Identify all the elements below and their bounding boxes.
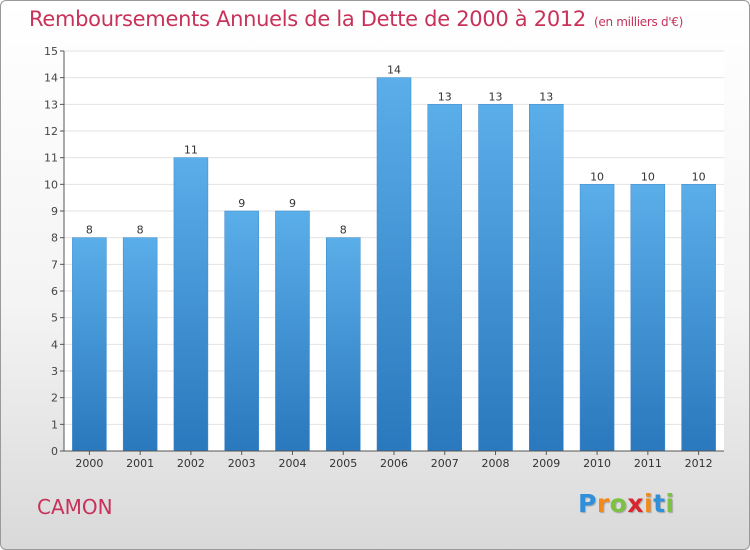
y-tick-label: 14: [44, 72, 58, 85]
y-tick-label: 8: [51, 232, 58, 245]
x-tick-label: 2001: [126, 457, 154, 470]
x-tick-label: 2000: [75, 457, 103, 470]
data-label-2012: 10: [692, 170, 706, 183]
x-tick-label: 2012: [685, 457, 713, 470]
bar-2006: [376, 77, 412, 452]
data-label-2002: 11: [184, 144, 198, 157]
x-tick-label: 2008: [482, 457, 510, 470]
logo-letter: r: [596, 489, 610, 518]
y-tick-label: 3: [51, 365, 58, 378]
proxiti-logo: Proxiti: [578, 489, 675, 518]
y-tick-label: 4: [51, 338, 58, 351]
x-tick-label: 2009: [532, 457, 560, 470]
y-tick-label: 12: [44, 125, 58, 138]
x-tick-labels: 2000 2001 2002 2003 2004 2005 2006 2007 2008 2009…: [75, 457, 712, 470]
data-label-2000: 8: [86, 224, 93, 237]
bar-2011: [630, 184, 666, 452]
bars: [72, 77, 716, 452]
data-label-2006: 14: [387, 64, 401, 77]
y-tick-label: 13: [44, 98, 58, 111]
data-labels: 8 8 11 9 9 8 14 13 13 13 10 10 10: [86, 64, 706, 237]
chart-title: Remboursements Annuels de la Dette de 20…: [29, 7, 683, 31]
chart-title-text: Remboursements Annuels de la Dette de 20…: [29, 7, 586, 31]
x-tick-label: 2011: [634, 457, 662, 470]
logo-letter: o: [609, 489, 628, 518]
bar-2005: [325, 237, 361, 452]
bar-2010: [579, 184, 615, 452]
y-tick-label: 10: [44, 178, 58, 191]
bar-2012: [681, 184, 716, 452]
bar-2001: [122, 237, 158, 452]
y-tick-label: 1: [51, 418, 58, 431]
data-label-2007: 13: [438, 90, 452, 103]
y-tick-label: 2: [51, 392, 58, 405]
x-tick-label: 2003: [228, 457, 256, 470]
logo-letter: i: [665, 489, 675, 518]
y-tick-label: 6: [51, 285, 58, 298]
logo-letter: t: [653, 489, 666, 518]
x-tick-label: 2010: [583, 457, 611, 470]
commune-name: CAMON: [37, 495, 113, 519]
y-tick-label: 9: [51, 205, 58, 218]
data-label-2003: 9: [238, 197, 245, 210]
bar-2008: [478, 104, 513, 452]
bar-2009: [529, 104, 564, 452]
y-tick-label: 7: [51, 258, 58, 271]
x-tick-label: 2006: [380, 457, 408, 470]
y-tick-label: 15: [44, 45, 58, 58]
logo-letter: i: [644, 489, 654, 518]
bar-2007: [427, 104, 463, 452]
x-tick-label: 2002: [177, 457, 205, 470]
data-label-2009: 13: [539, 90, 553, 103]
bar-2002: [173, 157, 209, 452]
y-tick-label: 5: [51, 312, 58, 325]
x-tick-label: 2005: [329, 457, 357, 470]
logo-letter: P: [578, 489, 597, 518]
data-label-2004: 9: [289, 197, 296, 210]
chart-unit-label: (en milliers d'€): [594, 15, 684, 29]
x-tick-label: 2007: [431, 457, 459, 470]
logo-letter: x: [627, 489, 644, 518]
bar-2004: [275, 210, 310, 452]
bar-2000: [72, 237, 107, 452]
data-label-2008: 13: [489, 90, 503, 103]
bar-2003: [224, 210, 259, 452]
axes: [60, 50, 724, 455]
x-tick-label: 2004: [278, 457, 306, 470]
y-tick-label: 0: [51, 445, 58, 458]
data-label-2010: 10: [590, 170, 604, 183]
data-label-2005: 8: [340, 224, 347, 237]
y-tick-label: 11: [44, 152, 58, 165]
data-label-2001: 8: [137, 224, 144, 237]
data-label-2011: 10: [641, 170, 655, 183]
